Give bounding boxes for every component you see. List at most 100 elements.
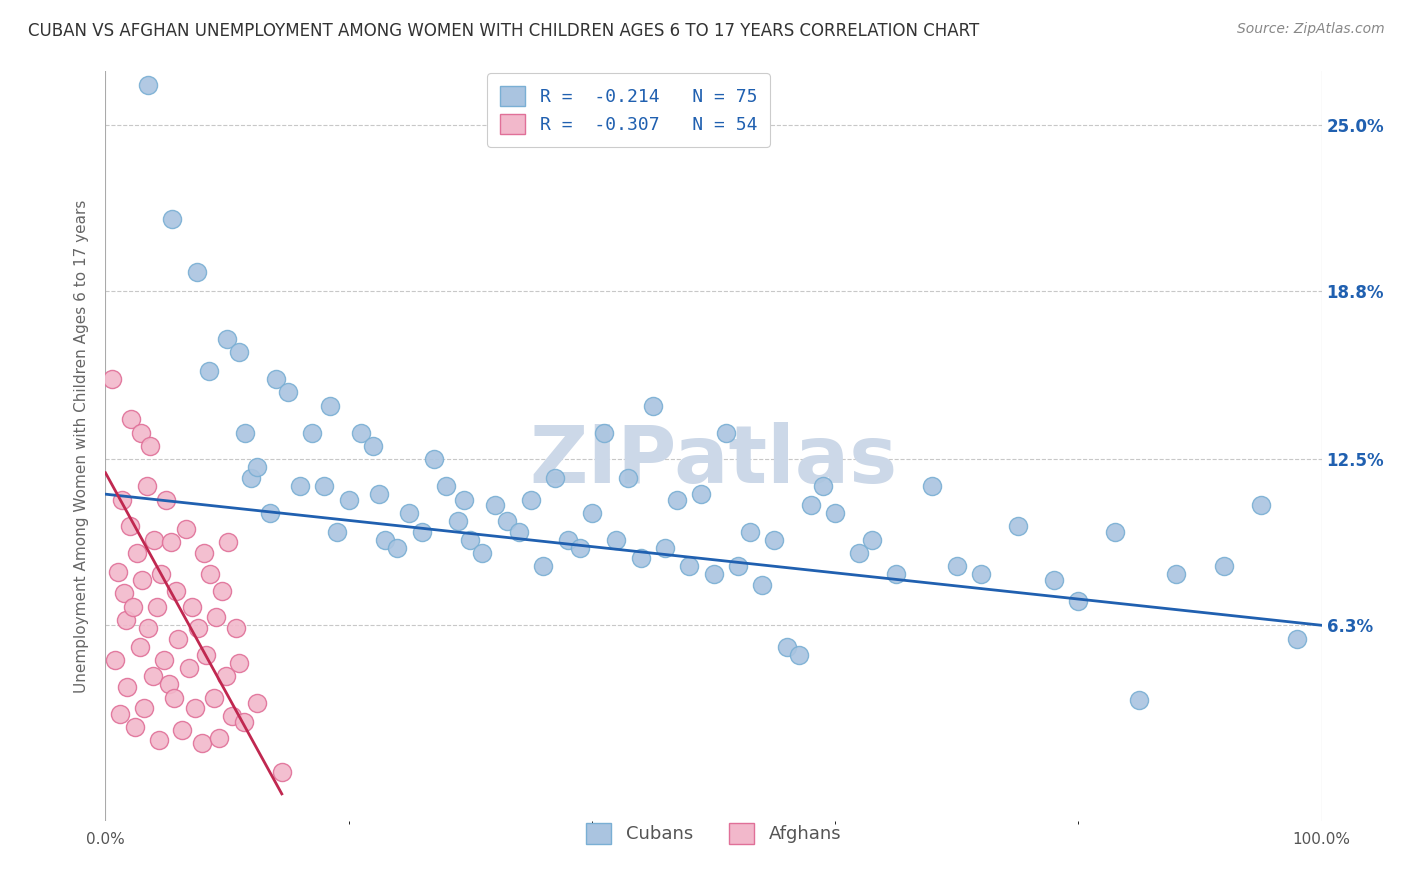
Point xyxy=(107,565,129,579)
Point xyxy=(167,632,190,646)
Point xyxy=(240,471,263,485)
Point xyxy=(458,533,481,547)
Point xyxy=(125,546,148,560)
Point xyxy=(727,559,749,574)
Point xyxy=(702,567,725,582)
Point xyxy=(1007,519,1029,533)
Point xyxy=(453,492,475,507)
Point xyxy=(112,586,135,600)
Point xyxy=(205,610,228,624)
Point xyxy=(135,479,157,493)
Point xyxy=(787,648,810,662)
Point xyxy=(100,372,122,386)
Text: CUBAN VS AFGHAN UNEMPLOYMENT AMONG WOMEN WITH CHILDREN AGES 6 TO 17 YEARS CORREL: CUBAN VS AFGHAN UNEMPLOYMENT AMONG WOMEN… xyxy=(28,22,980,40)
Point xyxy=(228,656,250,670)
Point xyxy=(207,731,229,745)
Point xyxy=(221,709,243,723)
Point xyxy=(531,559,554,574)
Point xyxy=(581,506,603,520)
Point xyxy=(155,492,177,507)
Point xyxy=(122,599,145,614)
Point xyxy=(848,546,870,560)
Point xyxy=(1128,693,1150,707)
Point xyxy=(1067,594,1090,608)
Point xyxy=(198,567,221,582)
Point xyxy=(690,487,713,501)
Point xyxy=(233,714,256,729)
Point xyxy=(143,533,166,547)
Point xyxy=(630,551,652,566)
Point xyxy=(301,425,323,440)
Point xyxy=(153,653,176,667)
Point xyxy=(593,425,616,440)
Point xyxy=(246,696,269,710)
Point xyxy=(111,492,134,507)
Point xyxy=(411,524,433,539)
Point xyxy=(288,479,311,493)
Point xyxy=(277,385,299,400)
Point xyxy=(763,533,786,547)
Point xyxy=(270,765,292,780)
Point xyxy=(162,211,184,226)
Point xyxy=(1250,498,1272,512)
Point xyxy=(211,583,233,598)
Point xyxy=(157,677,180,691)
Point xyxy=(246,460,269,475)
Point xyxy=(361,439,384,453)
Point xyxy=(471,546,494,560)
Point xyxy=(228,345,250,359)
Point xyxy=(142,669,165,683)
Point xyxy=(174,522,197,536)
Point xyxy=(1286,632,1309,646)
Point xyxy=(180,599,202,614)
Legend: Cubans, Afghans: Cubans, Afghans xyxy=(576,814,851,853)
Point xyxy=(202,690,225,705)
Point xyxy=(484,498,506,512)
Point xyxy=(447,514,470,528)
Point xyxy=(434,479,457,493)
Point xyxy=(751,578,773,592)
Point xyxy=(134,701,156,715)
Point xyxy=(136,621,159,635)
Point xyxy=(233,425,256,440)
Point xyxy=(1213,559,1236,574)
Text: ZIPatlas: ZIPatlas xyxy=(530,422,897,500)
Point xyxy=(520,492,543,507)
Point xyxy=(115,613,138,627)
Point xyxy=(1164,567,1187,582)
Point xyxy=(1043,573,1066,587)
Point xyxy=(325,524,347,539)
Point xyxy=(131,573,153,587)
Point xyxy=(387,541,409,555)
Point xyxy=(568,541,591,555)
Point xyxy=(198,364,221,378)
Text: Source: ZipAtlas.com: Source: ZipAtlas.com xyxy=(1237,22,1385,37)
Point xyxy=(654,541,676,555)
Point xyxy=(775,640,797,654)
Point xyxy=(884,567,907,582)
Point xyxy=(319,399,342,413)
Point xyxy=(824,506,846,520)
Point xyxy=(217,535,239,549)
Point xyxy=(124,720,146,734)
Point xyxy=(678,559,700,574)
Point xyxy=(139,439,162,453)
Y-axis label: Unemployment Among Women with Children Ages 6 to 17 years: Unemployment Among Women with Children A… xyxy=(75,199,90,693)
Point xyxy=(945,559,967,574)
Point xyxy=(162,690,184,705)
Point xyxy=(423,452,446,467)
Point xyxy=(120,412,142,426)
Point xyxy=(617,471,640,485)
Point xyxy=(557,533,579,547)
Point xyxy=(215,669,238,683)
Point xyxy=(195,648,218,662)
Point xyxy=(179,661,201,675)
Point xyxy=(117,680,139,694)
Point xyxy=(811,479,834,493)
Point xyxy=(184,701,207,715)
Point xyxy=(374,533,396,547)
Point xyxy=(738,524,761,539)
Point xyxy=(187,621,209,635)
Point xyxy=(225,621,247,635)
Point xyxy=(1104,524,1126,539)
